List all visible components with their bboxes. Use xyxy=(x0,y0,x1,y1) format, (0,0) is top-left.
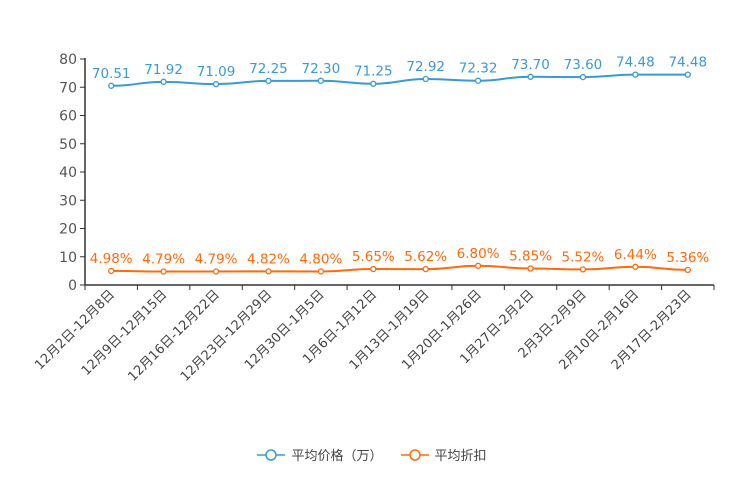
y-tick-label: 30 xyxy=(59,193,77,209)
data-point xyxy=(212,268,220,275)
data-point xyxy=(632,71,639,78)
data-label: 72.30 xyxy=(302,61,341,77)
series-line-1 xyxy=(111,264,688,273)
data-point xyxy=(317,77,325,84)
data-label: 5.52% xyxy=(562,249,605,265)
data-label: 5.65% xyxy=(352,249,395,265)
y-tick-label: 20 xyxy=(59,222,77,238)
data-point xyxy=(370,80,377,87)
data-point xyxy=(684,266,691,274)
data-label: 74.48 xyxy=(668,55,707,71)
data-label: 71.92 xyxy=(144,62,183,78)
legend-item-price[interactable]: 平均价格（万） xyxy=(257,445,383,464)
data-point xyxy=(108,267,115,275)
data-point xyxy=(108,82,115,89)
data-label: 73.70 xyxy=(511,57,550,73)
legend-marker-discount-icon xyxy=(400,448,429,461)
data-label: 4.79% xyxy=(142,251,185,267)
data-point xyxy=(160,78,167,85)
data-point xyxy=(422,75,429,83)
legend-label-discount: 平均折扣 xyxy=(434,449,487,464)
data-point xyxy=(474,262,482,269)
data-point xyxy=(265,268,272,275)
data-label: 74.48 xyxy=(616,55,655,71)
y-tick-label: 0 xyxy=(68,278,77,294)
data-point xyxy=(317,268,325,275)
data-point xyxy=(527,73,534,80)
y-tick-label: 10 xyxy=(59,250,77,266)
data-label: 71.09 xyxy=(197,64,236,80)
data-point xyxy=(474,77,482,84)
y-tick-label: 80 xyxy=(59,52,77,68)
y-tick-label: 40 xyxy=(59,165,77,181)
data-point xyxy=(265,77,272,85)
data-label: 72.32 xyxy=(459,61,498,77)
data-label: 73.60 xyxy=(564,57,603,73)
y-tick-label: 70 xyxy=(59,80,77,96)
data-label: 6.80% xyxy=(457,246,500,262)
data-label: 4.80% xyxy=(299,251,342,267)
data-point xyxy=(579,266,587,273)
data-point xyxy=(212,81,220,88)
series-line-0 xyxy=(111,73,688,87)
x-tick-label: 12月23日-12月29日 xyxy=(178,287,275,384)
legend: 平均价格（万） 平均折扣 xyxy=(0,445,744,464)
x-tick-label: 12月16日-12月22日 xyxy=(125,287,222,384)
data-label: 5.36% xyxy=(666,250,709,266)
data-label: 4.79% xyxy=(195,251,238,267)
data-point xyxy=(684,71,691,78)
legend-marker-price-icon xyxy=(257,448,286,461)
data-label: 4.98% xyxy=(90,251,133,267)
data-label: 70.51 xyxy=(92,66,131,82)
legend-label-price: 平均价格（万） xyxy=(291,449,383,464)
data-label: 71.25 xyxy=(354,64,393,80)
data-point xyxy=(160,268,167,275)
y-tick-label: 50 xyxy=(59,137,77,153)
data-label: 5.62% xyxy=(404,249,447,265)
data-point xyxy=(632,263,639,270)
data-label: 72.25 xyxy=(249,61,288,77)
data-point xyxy=(370,265,377,273)
data-label: 6.44% xyxy=(614,247,657,263)
data-label: 4.82% xyxy=(247,251,290,267)
legend-item-discount[interactable]: 平均折扣 xyxy=(400,445,487,464)
data-point xyxy=(422,265,429,273)
data-label: 5.85% xyxy=(509,248,552,264)
data-point xyxy=(579,73,587,81)
data-label: 72.92 xyxy=(406,59,445,75)
y-tick-label: 60 xyxy=(59,109,77,125)
data-point xyxy=(527,265,534,272)
